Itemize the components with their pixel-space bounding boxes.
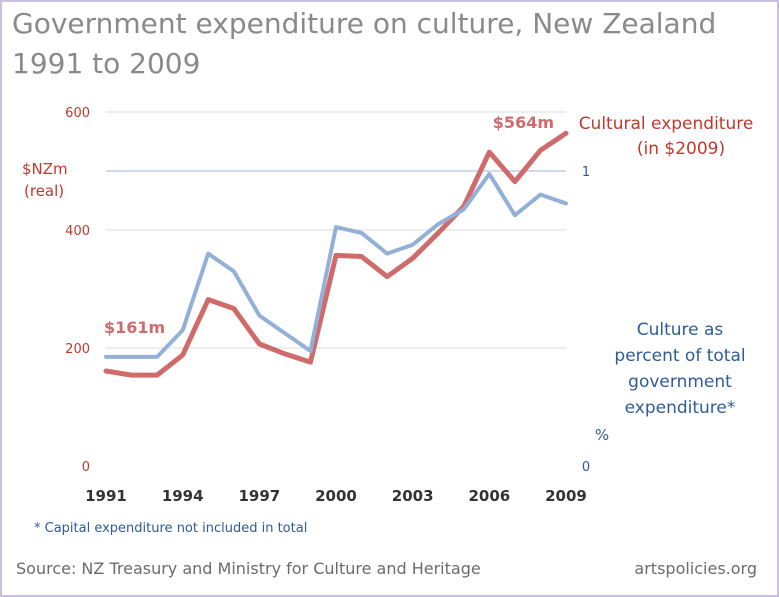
series-cultural-expenditure-line: [103, 130, 569, 378]
site-credit: artspolicies.org: [634, 559, 757, 578]
left-axis-label: (real): [24, 182, 64, 200]
right-tick-label: 1: [582, 165, 590, 180]
x-tick-label: 2000: [315, 487, 357, 505]
title-line-1: Government expenditure on culture, New Z…: [12, 7, 717, 40]
percent-series-label: government: [628, 372, 732, 392]
cultural-series-label: Cultural expenditure: [579, 114, 754, 134]
series-percent-line: [104, 171, 568, 359]
left-tick-label: 0: [82, 460, 90, 475]
x-tick-label: 2003: [392, 487, 434, 505]
x-tick-label: 1991: [85, 487, 127, 505]
percent-series-label: expenditure*: [625, 398, 736, 418]
left-tick-label: 200: [65, 342, 90, 357]
left-tick-label: 600: [65, 106, 90, 121]
end-data-label: $564m: [493, 113, 554, 132]
title-line-2: 1991 to 2009: [12, 47, 201, 80]
cultural-series-label: (in $2009): [637, 139, 725, 159]
chart-title: Government expenditure on culture, New Z…: [12, 4, 716, 84]
start-data-label: $161m: [104, 318, 165, 337]
x-tick-label: 1994: [162, 487, 204, 505]
percent-series-label: percent of total: [614, 346, 745, 366]
x-tick-label: 2006: [468, 487, 510, 505]
footnote: * Capital expenditure not included in to…: [34, 521, 308, 536]
percent-series-label: Culture as: [637, 320, 724, 340]
left-axis-label: $NZm: [22, 160, 68, 178]
right-axis-label: %: [595, 426, 609, 444]
left-tick-label: 400: [65, 224, 90, 239]
right-tick-label: 0: [582, 460, 590, 475]
x-tick-label: 2009: [545, 487, 587, 505]
source-note: Source: NZ Treasury and Ministry for Cul…: [16, 559, 481, 578]
x-tick-label: 1997: [238, 487, 280, 505]
